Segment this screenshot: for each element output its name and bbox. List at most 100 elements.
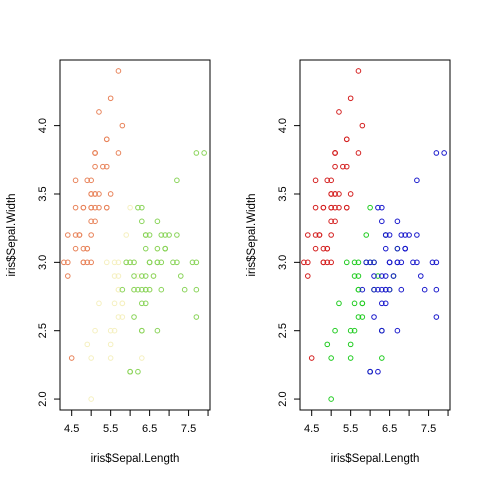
data-point [72, 177, 79, 184]
data-point [332, 204, 338, 211]
data-point [351, 327, 358, 334]
data-point [304, 259, 311, 266]
data-point [367, 204, 373, 211]
data-point [103, 204, 110, 211]
data-point [324, 177, 331, 184]
data-point [414, 177, 420, 184]
data-point [92, 204, 98, 211]
data-point [308, 355, 315, 361]
data-point [166, 232, 172, 238]
data-point [379, 300, 385, 307]
data-point [336, 109, 342, 115]
data-point [379, 204, 385, 211]
data-point [193, 314, 200, 320]
data-point [92, 150, 98, 156]
data-point [328, 232, 334, 238]
data-point [92, 191, 98, 197]
data-point [193, 150, 200, 156]
data-point [123, 259, 130, 266]
data-point [115, 150, 122, 156]
data-point [111, 327, 118, 334]
data-point [154, 218, 161, 225]
data-point [111, 300, 118, 307]
data-point [103, 259, 110, 266]
data-point [201, 150, 207, 156]
data-point [394, 327, 401, 334]
y-tick-label: 4.0 [37, 118, 49, 133]
x-tick-label: 4.5 [304, 423, 319, 435]
data-point [88, 232, 94, 238]
data-point [107, 95, 114, 102]
data-point [107, 355, 114, 361]
data-point [88, 177, 94, 184]
data-point [96, 300, 102, 307]
data-point [332, 163, 338, 170]
x-tick-label: 4.5 [64, 423, 79, 435]
data-point [177, 273, 184, 279]
y-tick-label: 3.0 [37, 255, 49, 270]
data-point [142, 273, 149, 279]
x-tick-label: 7.5 [181, 423, 196, 435]
data-point [80, 259, 87, 266]
data-point [92, 327, 98, 334]
data-point [64, 259, 71, 266]
y-tick-label: 3.0 [277, 255, 289, 270]
data-point [328, 204, 334, 211]
x-axis-label: iris$Sepal.Length [91, 453, 180, 465]
data-point [379, 355, 385, 361]
data-point [135, 286, 141, 293]
data-point [111, 273, 118, 279]
data-point [115, 259, 122, 266]
data-point [351, 300, 358, 307]
data-point [304, 273, 311, 279]
data-point [92, 218, 98, 225]
data-point [84, 177, 91, 184]
data-point [84, 341, 91, 348]
data-point [119, 300, 126, 307]
data-point [135, 273, 141, 279]
data-point [347, 327, 354, 334]
data-point [158, 259, 165, 266]
panel-2: 4.5 5.5 6.5 7.5 2.0 2.5 3.0 3.5 4.0 iris$Sepal.Le… [246, 59, 451, 465]
data-point [139, 218, 145, 225]
data-point [139, 300, 145, 307]
data-point [72, 204, 79, 211]
data-point [433, 286, 440, 293]
data-point [324, 245, 331, 252]
data-point [146, 232, 153, 238]
data-point [139, 273, 145, 279]
data-point [139, 204, 145, 211]
data-point [328, 218, 334, 225]
series-1 [61, 68, 126, 361]
data-point [394, 245, 401, 252]
data-point [115, 68, 122, 74]
data-point [343, 204, 350, 211]
data-point [379, 327, 385, 334]
data-point [398, 259, 405, 266]
y-tick-label: 3.5 [277, 186, 289, 201]
y-axis-label: iris$Sepal.Width [6, 193, 18, 276]
x-axis-label: iris$Sepal.Length [331, 453, 420, 465]
panel-1: 4.5 5.5 6.5 7.5 2.0 2.5 3.0 3.5 4.0 iris$Sepal.Le… [6, 59, 211, 465]
y-tick-label: 2.0 [37, 391, 49, 406]
data-point [139, 327, 145, 334]
data-point [324, 341, 331, 348]
data-point [103, 163, 110, 170]
data-point [379, 273, 385, 279]
data-point [390, 273, 397, 279]
data-point [304, 232, 311, 238]
data-point [154, 259, 161, 266]
data-point [382, 245, 389, 252]
data-point [406, 232, 412, 238]
data-point [96, 191, 102, 197]
y-tick-label: 2.5 [277, 323, 289, 338]
data-point [355, 68, 362, 74]
data-point [72, 232, 79, 238]
data-point [343, 163, 350, 170]
data-point [359, 314, 366, 320]
x-tick-label: 5.5 [343, 423, 358, 435]
data-point [414, 259, 420, 266]
x-tick-label: 6.5 [142, 423, 157, 435]
data-point [123, 232, 130, 238]
data-point [320, 204, 327, 211]
